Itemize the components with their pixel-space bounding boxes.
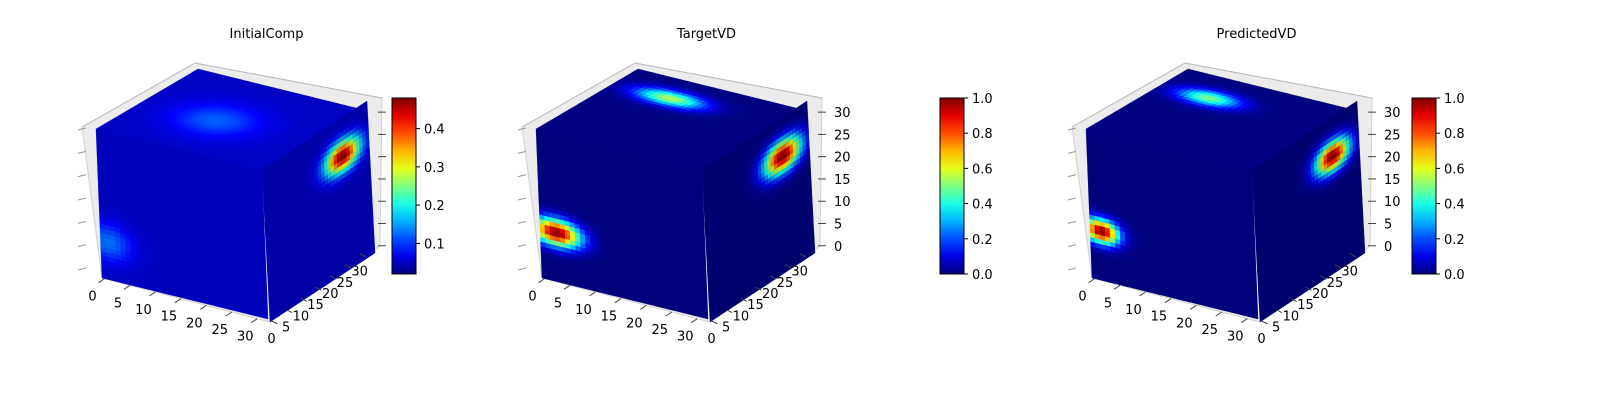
- y-tick-label: 30: [351, 265, 368, 280]
- x-tick-mark: [98, 278, 105, 284]
- pane-grid-tick: [77, 197, 87, 201]
- x-tick-mark: [250, 318, 258, 324]
- face-shading: [96, 129, 268, 319]
- x-tick-mark: [123, 284, 131, 290]
- x-tick-mark: [149, 291, 156, 297]
- y-tick-mark: [285, 309, 293, 314]
- y-tick-label: 0: [267, 332, 275, 347]
- x-tick-label: 10: [135, 303, 152, 318]
- x-tick-label: 30: [237, 330, 254, 345]
- x-tick-mark: [225, 311, 233, 317]
- panel-targetvd: TargetVD 0 5 10 15 20 25 30 0 5 10 15 20 25 30 0 5 10 15 2…: [440, 0, 993, 400]
- x-tick-label: 0: [88, 290, 96, 305]
- cube-face-front: [95, 128, 269, 320]
- x-tick-label: 15: [161, 310, 178, 325]
- cube-face-side: [261, 100, 376, 323]
- pane-grid-tick: [77, 150, 87, 154]
- x-tick-mark: [200, 304, 207, 310]
- pane-grid-tick: [77, 220, 87, 224]
- x-tick-label: 25: [212, 323, 229, 338]
- voxel-cell: [262, 312, 269, 320]
- cube-face-top: [95, 68, 365, 171]
- pane-back-edge: [81, 62, 383, 128]
- chart-title: InitialComp: [229, 27, 304, 42]
- y-tick-label: 5: [282, 321, 290, 336]
- x-tick-mark: [174, 298, 182, 304]
- x-tick-label: 5: [114, 296, 122, 311]
- voxel-chart-targetvd: 0 5 10 15 20 25 30 0510152025300510152025300.00…: [517, 62, 993, 347]
- colorbar: [391, 97, 417, 275]
- x-tick-label: 20: [186, 316, 203, 331]
- pane-grid-tick: [77, 244, 87, 248]
- panel-initialcomp: InitialComp 0 5 10 15 20 25 30 0 5 10 15 20 25 30 0.1 0…: [0, 0, 533, 400]
- pane-grid-tick: [77, 174, 87, 178]
- y-tick-mark: [271, 320, 278, 325]
- pane-grid-tick: [77, 267, 87, 271]
